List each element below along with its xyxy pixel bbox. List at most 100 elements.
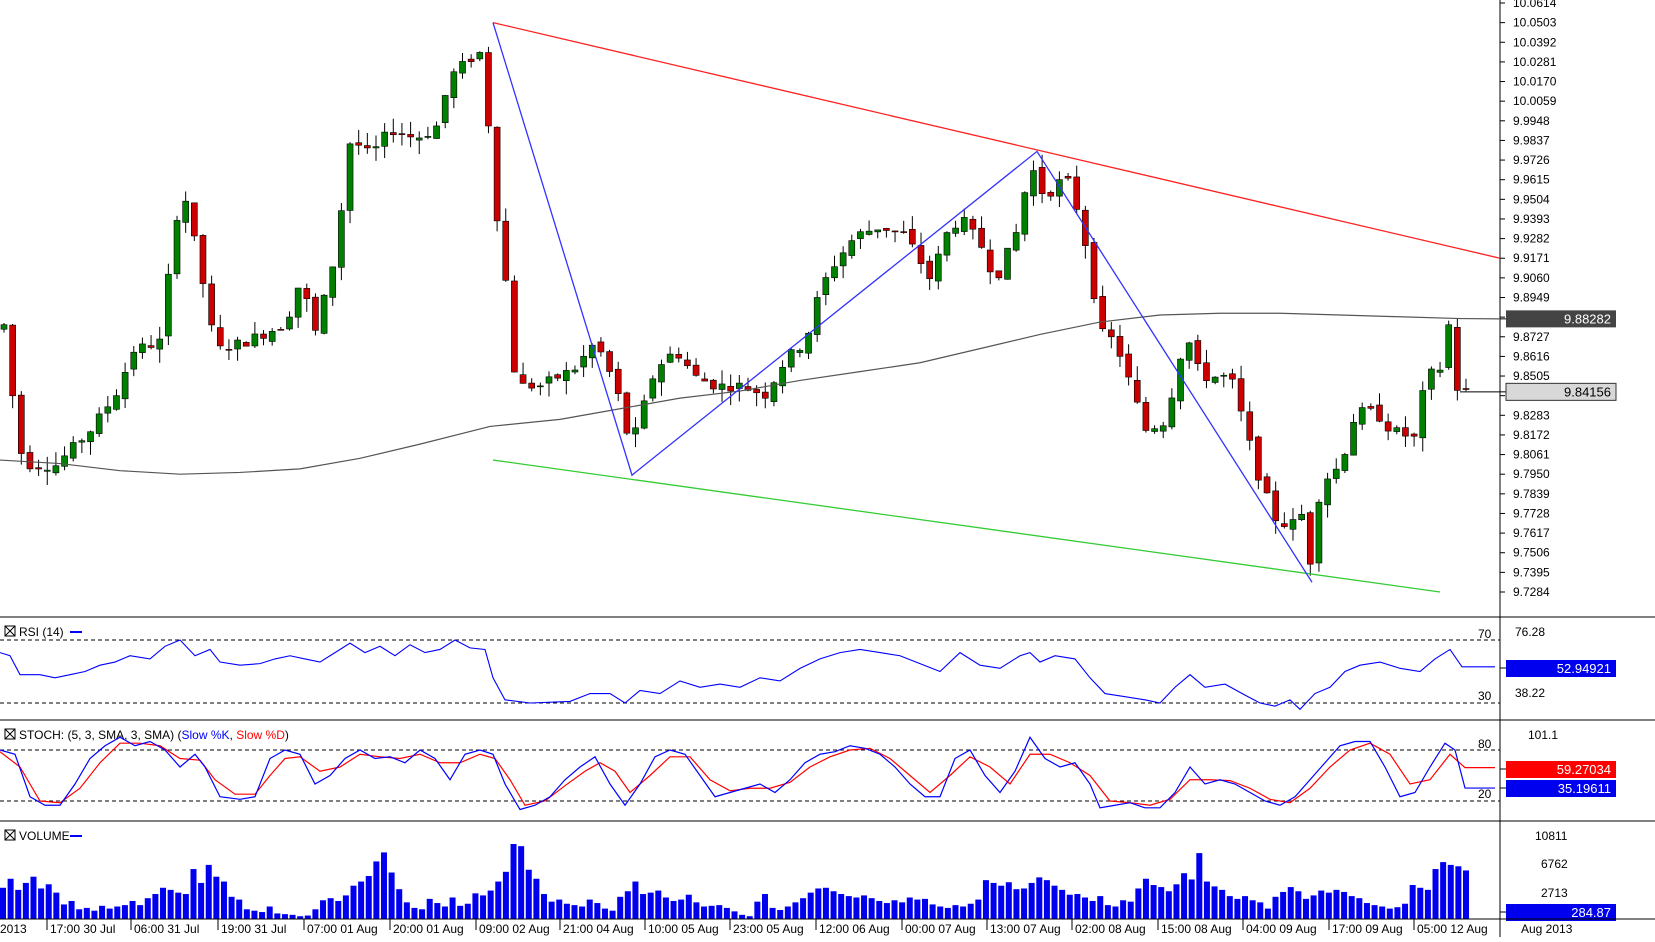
candle-down xyxy=(1133,380,1141,403)
candle-up xyxy=(156,338,164,350)
candle-down xyxy=(969,218,977,230)
candle-down xyxy=(1108,329,1115,338)
price-tick-label: 9.8283 xyxy=(1513,408,1550,422)
volume-bars xyxy=(0,844,1469,919)
volume-bar xyxy=(815,888,822,919)
price-tick-label: 9.8616 xyxy=(1513,349,1550,363)
volume-bar xyxy=(53,892,60,919)
volume-bar xyxy=(754,901,761,919)
volume-bar xyxy=(1371,905,1378,919)
volume-bar xyxy=(38,888,45,919)
rsi-close-box[interactable] xyxy=(4,625,16,637)
volume-bar xyxy=(1295,891,1302,919)
volume-bar xyxy=(213,876,220,919)
candle-down xyxy=(389,132,397,136)
volume-bar xyxy=(380,852,387,919)
candle-up xyxy=(78,440,86,443)
volume-bar xyxy=(114,906,121,919)
candle-down xyxy=(511,280,518,373)
volume-bar xyxy=(106,908,113,919)
candle-down xyxy=(9,324,16,397)
candle-up xyxy=(450,71,458,98)
candle-up xyxy=(813,297,821,335)
candle-down xyxy=(225,348,233,351)
volume-bar xyxy=(502,871,509,919)
candle-down xyxy=(917,245,925,265)
candle-up xyxy=(415,137,423,141)
candle-up xyxy=(632,427,639,435)
time-tick-label: 17:00 30 Jul xyxy=(50,922,115,936)
candle-up xyxy=(1419,390,1427,439)
volume-bar xyxy=(929,904,936,919)
candle-down xyxy=(597,341,605,353)
volume-bar xyxy=(320,900,327,919)
candle-down xyxy=(1203,362,1210,381)
candle-up xyxy=(640,400,648,429)
volume-bar xyxy=(144,898,151,919)
volume-bar xyxy=(259,912,266,919)
volume-bar xyxy=(807,892,814,919)
volume-bar xyxy=(198,882,205,919)
volume-bar xyxy=(1394,907,1401,919)
time-tick-label: 09:00 02 Aug xyxy=(479,922,550,936)
candle-up xyxy=(1332,468,1340,479)
stoch-k-value-badge xyxy=(1506,780,1616,797)
candle-down xyxy=(1384,421,1392,432)
candle-up xyxy=(459,61,466,74)
candle-up xyxy=(268,331,276,342)
candle-down xyxy=(1454,327,1461,391)
volume-bar xyxy=(1363,903,1370,919)
volume-bar xyxy=(266,906,273,919)
candle-down xyxy=(1272,490,1279,522)
candle-down xyxy=(1402,427,1409,437)
volume-tick-low: 2713 xyxy=(1541,886,1568,900)
candle-up xyxy=(1030,170,1037,197)
volume-bar xyxy=(152,894,159,919)
candle-up xyxy=(113,395,120,410)
candle-up xyxy=(0,324,8,330)
candle-up xyxy=(95,413,103,434)
candle-down xyxy=(467,58,475,62)
volume-bar xyxy=(1051,885,1058,919)
price-tick-label: 10.0503 xyxy=(1513,16,1557,30)
stoch-label-suffix: ) xyxy=(285,728,289,742)
volume-bar xyxy=(1310,895,1317,919)
volume-bar xyxy=(1455,866,1462,919)
candle-down xyxy=(623,392,631,434)
price-tick-label: 9.9504 xyxy=(1513,192,1550,206)
stoch-close-box[interactable] xyxy=(4,728,16,740)
zigzag-pattern-line xyxy=(492,22,1313,583)
volume-bar xyxy=(1424,889,1431,919)
volume-bar xyxy=(251,910,258,919)
volume-panel: VOLUME 10811 6762 2713 284.87 xyxy=(0,829,1655,921)
volume-label: VOLUME xyxy=(19,829,70,843)
volume-bar xyxy=(632,881,639,919)
volume-bar xyxy=(1348,896,1355,919)
volume-bar xyxy=(670,900,677,919)
candle-down xyxy=(18,394,25,454)
candle-up xyxy=(1159,425,1167,432)
candle-down xyxy=(1462,388,1470,390)
volume-bar xyxy=(1059,889,1066,919)
volume-bar xyxy=(91,910,98,919)
volume-close-box[interactable] xyxy=(4,829,16,841)
price-tick-label: 9.8172 xyxy=(1513,428,1550,442)
volume-bar xyxy=(60,904,67,919)
volume-bar xyxy=(853,897,860,919)
volume-bar xyxy=(944,907,951,919)
volume-bar xyxy=(845,896,852,919)
time-tick-label: 20:00 01 Aug xyxy=(393,922,464,936)
volume-bar xyxy=(617,896,624,919)
price-tick-label: 9.9282 xyxy=(1513,232,1550,246)
candle-up xyxy=(831,266,838,279)
rsi-level-high: 70 xyxy=(1478,627,1492,641)
candle-down xyxy=(35,467,42,470)
volume-bar xyxy=(129,900,136,919)
candle-down xyxy=(1263,476,1271,494)
volume-bar xyxy=(998,885,1005,919)
volume-bar xyxy=(708,905,715,919)
volume-bar xyxy=(556,899,563,919)
volume-bar xyxy=(1181,873,1188,919)
support-trendline xyxy=(492,459,1441,593)
